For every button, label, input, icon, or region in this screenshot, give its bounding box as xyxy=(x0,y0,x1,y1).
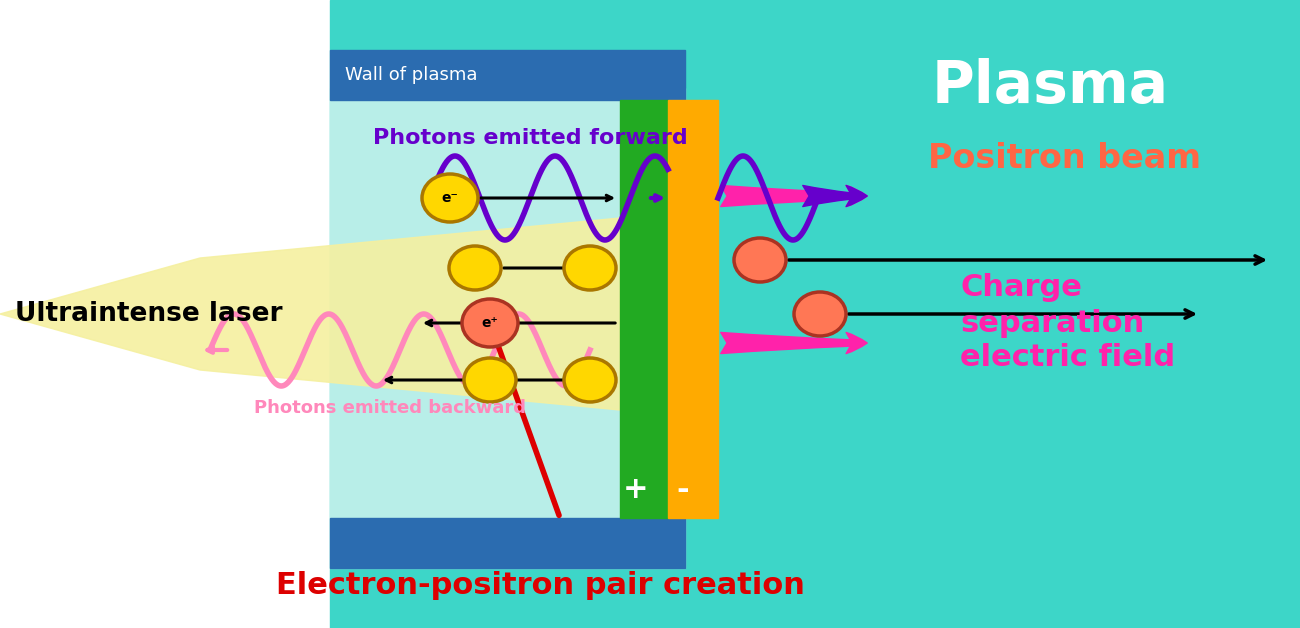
Text: Photons emitted forward: Photons emitted forward xyxy=(373,128,688,148)
Text: -: - xyxy=(677,475,689,504)
Text: Photons emitted backward: Photons emitted backward xyxy=(254,399,526,417)
Ellipse shape xyxy=(462,299,517,347)
Ellipse shape xyxy=(564,246,616,290)
Text: Wall of plasma: Wall of plasma xyxy=(344,66,477,84)
Text: Charge: Charge xyxy=(959,274,1082,303)
Ellipse shape xyxy=(422,174,478,222)
Text: Positron beam: Positron beam xyxy=(928,141,1201,175)
Ellipse shape xyxy=(794,292,846,336)
Bar xyxy=(330,0,1300,628)
Ellipse shape xyxy=(564,358,616,402)
Bar xyxy=(668,100,718,518)
Ellipse shape xyxy=(448,246,500,290)
Ellipse shape xyxy=(464,358,516,402)
Bar xyxy=(330,88,685,568)
Text: separation: separation xyxy=(959,308,1144,337)
Text: e⁻: e⁻ xyxy=(442,191,459,205)
Ellipse shape xyxy=(734,238,786,282)
Polygon shape xyxy=(0,218,620,410)
Text: +: + xyxy=(623,475,649,504)
Text: electric field: electric field xyxy=(959,344,1175,372)
Text: Electron-positron pair creation: Electron-positron pair creation xyxy=(276,571,805,600)
Bar xyxy=(330,518,685,568)
Text: e⁺: e⁺ xyxy=(481,316,498,330)
Text: Plasma: Plasma xyxy=(931,58,1169,115)
Bar xyxy=(330,50,685,100)
Bar xyxy=(620,100,668,518)
Text: Ultraintense laser: Ultraintense laser xyxy=(16,301,282,327)
